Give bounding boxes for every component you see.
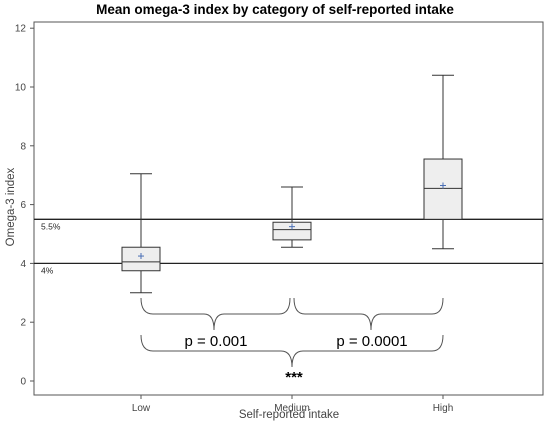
y-tick-label: 4 <box>20 259 26 270</box>
y-tick-label: 0 <box>20 377 26 388</box>
x-tick-label: Low <box>132 403 151 414</box>
x-tick-label: Medium <box>274 403 310 414</box>
x-tick-label: High <box>433 403 454 414</box>
box-low <box>121 173 161 294</box>
iqr-box <box>423 158 463 220</box>
y-tick-label: 6 <box>20 200 26 211</box>
chart-title: Mean omega-3 index by category of self-r… <box>96 2 454 17</box>
y-tick-label: 2 <box>20 318 26 329</box>
x-axis-label: Self-reported intake <box>239 409 339 421</box>
y-axis-label: Omega-3 index <box>5 167 17 246</box>
boxes <box>121 74 463 294</box>
reference-line-label: 4% <box>41 265 54 275</box>
p-value-medium-high: p = 0.0001 <box>336 333 407 350</box>
bracket-overall <box>140 334 444 368</box>
comparison-brackets <box>140 297 444 368</box>
overall-significance: *** <box>285 369 303 386</box>
p-value-low-medium: p = 0.001 <box>185 333 248 350</box>
x-axis: Low Medium High <box>132 395 453 414</box>
mean-marker <box>289 223 295 230</box>
reference-line-label: 5.5% <box>41 221 61 231</box>
box-medium <box>272 186 312 248</box>
iqr-box <box>272 221 312 241</box>
box-high <box>423 74 463 250</box>
bracket-low-medium <box>140 297 291 331</box>
bracket-medium-high <box>293 297 444 331</box>
plot-frame <box>33 21 544 396</box>
mean-marker <box>440 182 446 189</box>
mean-marker <box>138 253 144 260</box>
y-tick-label: 12 <box>15 24 27 35</box>
y-tick-label: 8 <box>20 141 26 152</box>
y-axis: 0 2 4 6 8 10 12 <box>15 24 34 388</box>
y-tick-label: 10 <box>15 83 27 94</box>
